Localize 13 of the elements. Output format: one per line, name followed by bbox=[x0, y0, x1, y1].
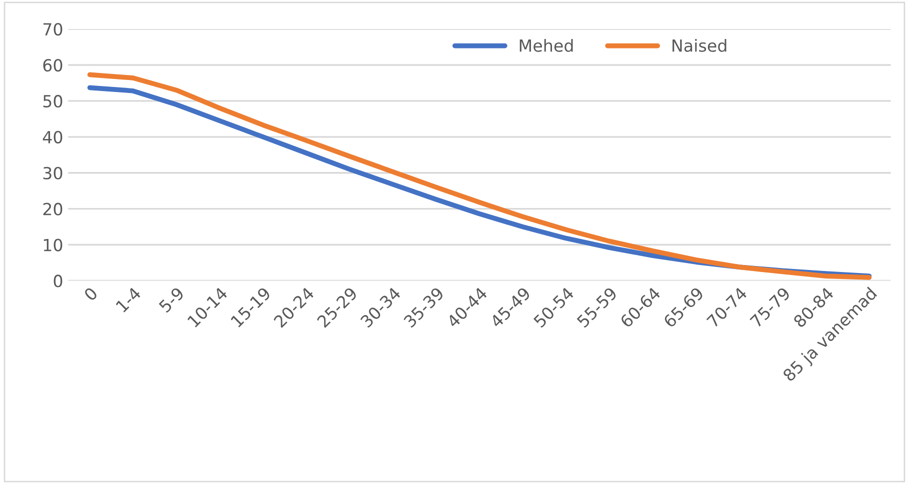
y-tick-label: 70 bbox=[43, 23, 62, 36]
y-tick-label: 40 bbox=[42, 130, 62, 144]
x-tick-label: 5-9 bbox=[158, 286, 185, 314]
y-tick-label: 20 bbox=[43, 202, 62, 216]
y-tick-label: 30 bbox=[43, 166, 62, 180]
legend-label: Naised bbox=[672, 39, 726, 52]
y-tick-label: 10 bbox=[44, 238, 62, 252]
x-tick-label: 1-4 bbox=[116, 286, 142, 312]
legend-label: Mehed bbox=[520, 39, 573, 52]
x-tick-label: 0 bbox=[83, 286, 98, 302]
y-tick-label: 50 bbox=[43, 94, 62, 108]
y-tick-label: 60 bbox=[43, 58, 62, 72]
y-tick-label: 0 bbox=[54, 274, 62, 288]
